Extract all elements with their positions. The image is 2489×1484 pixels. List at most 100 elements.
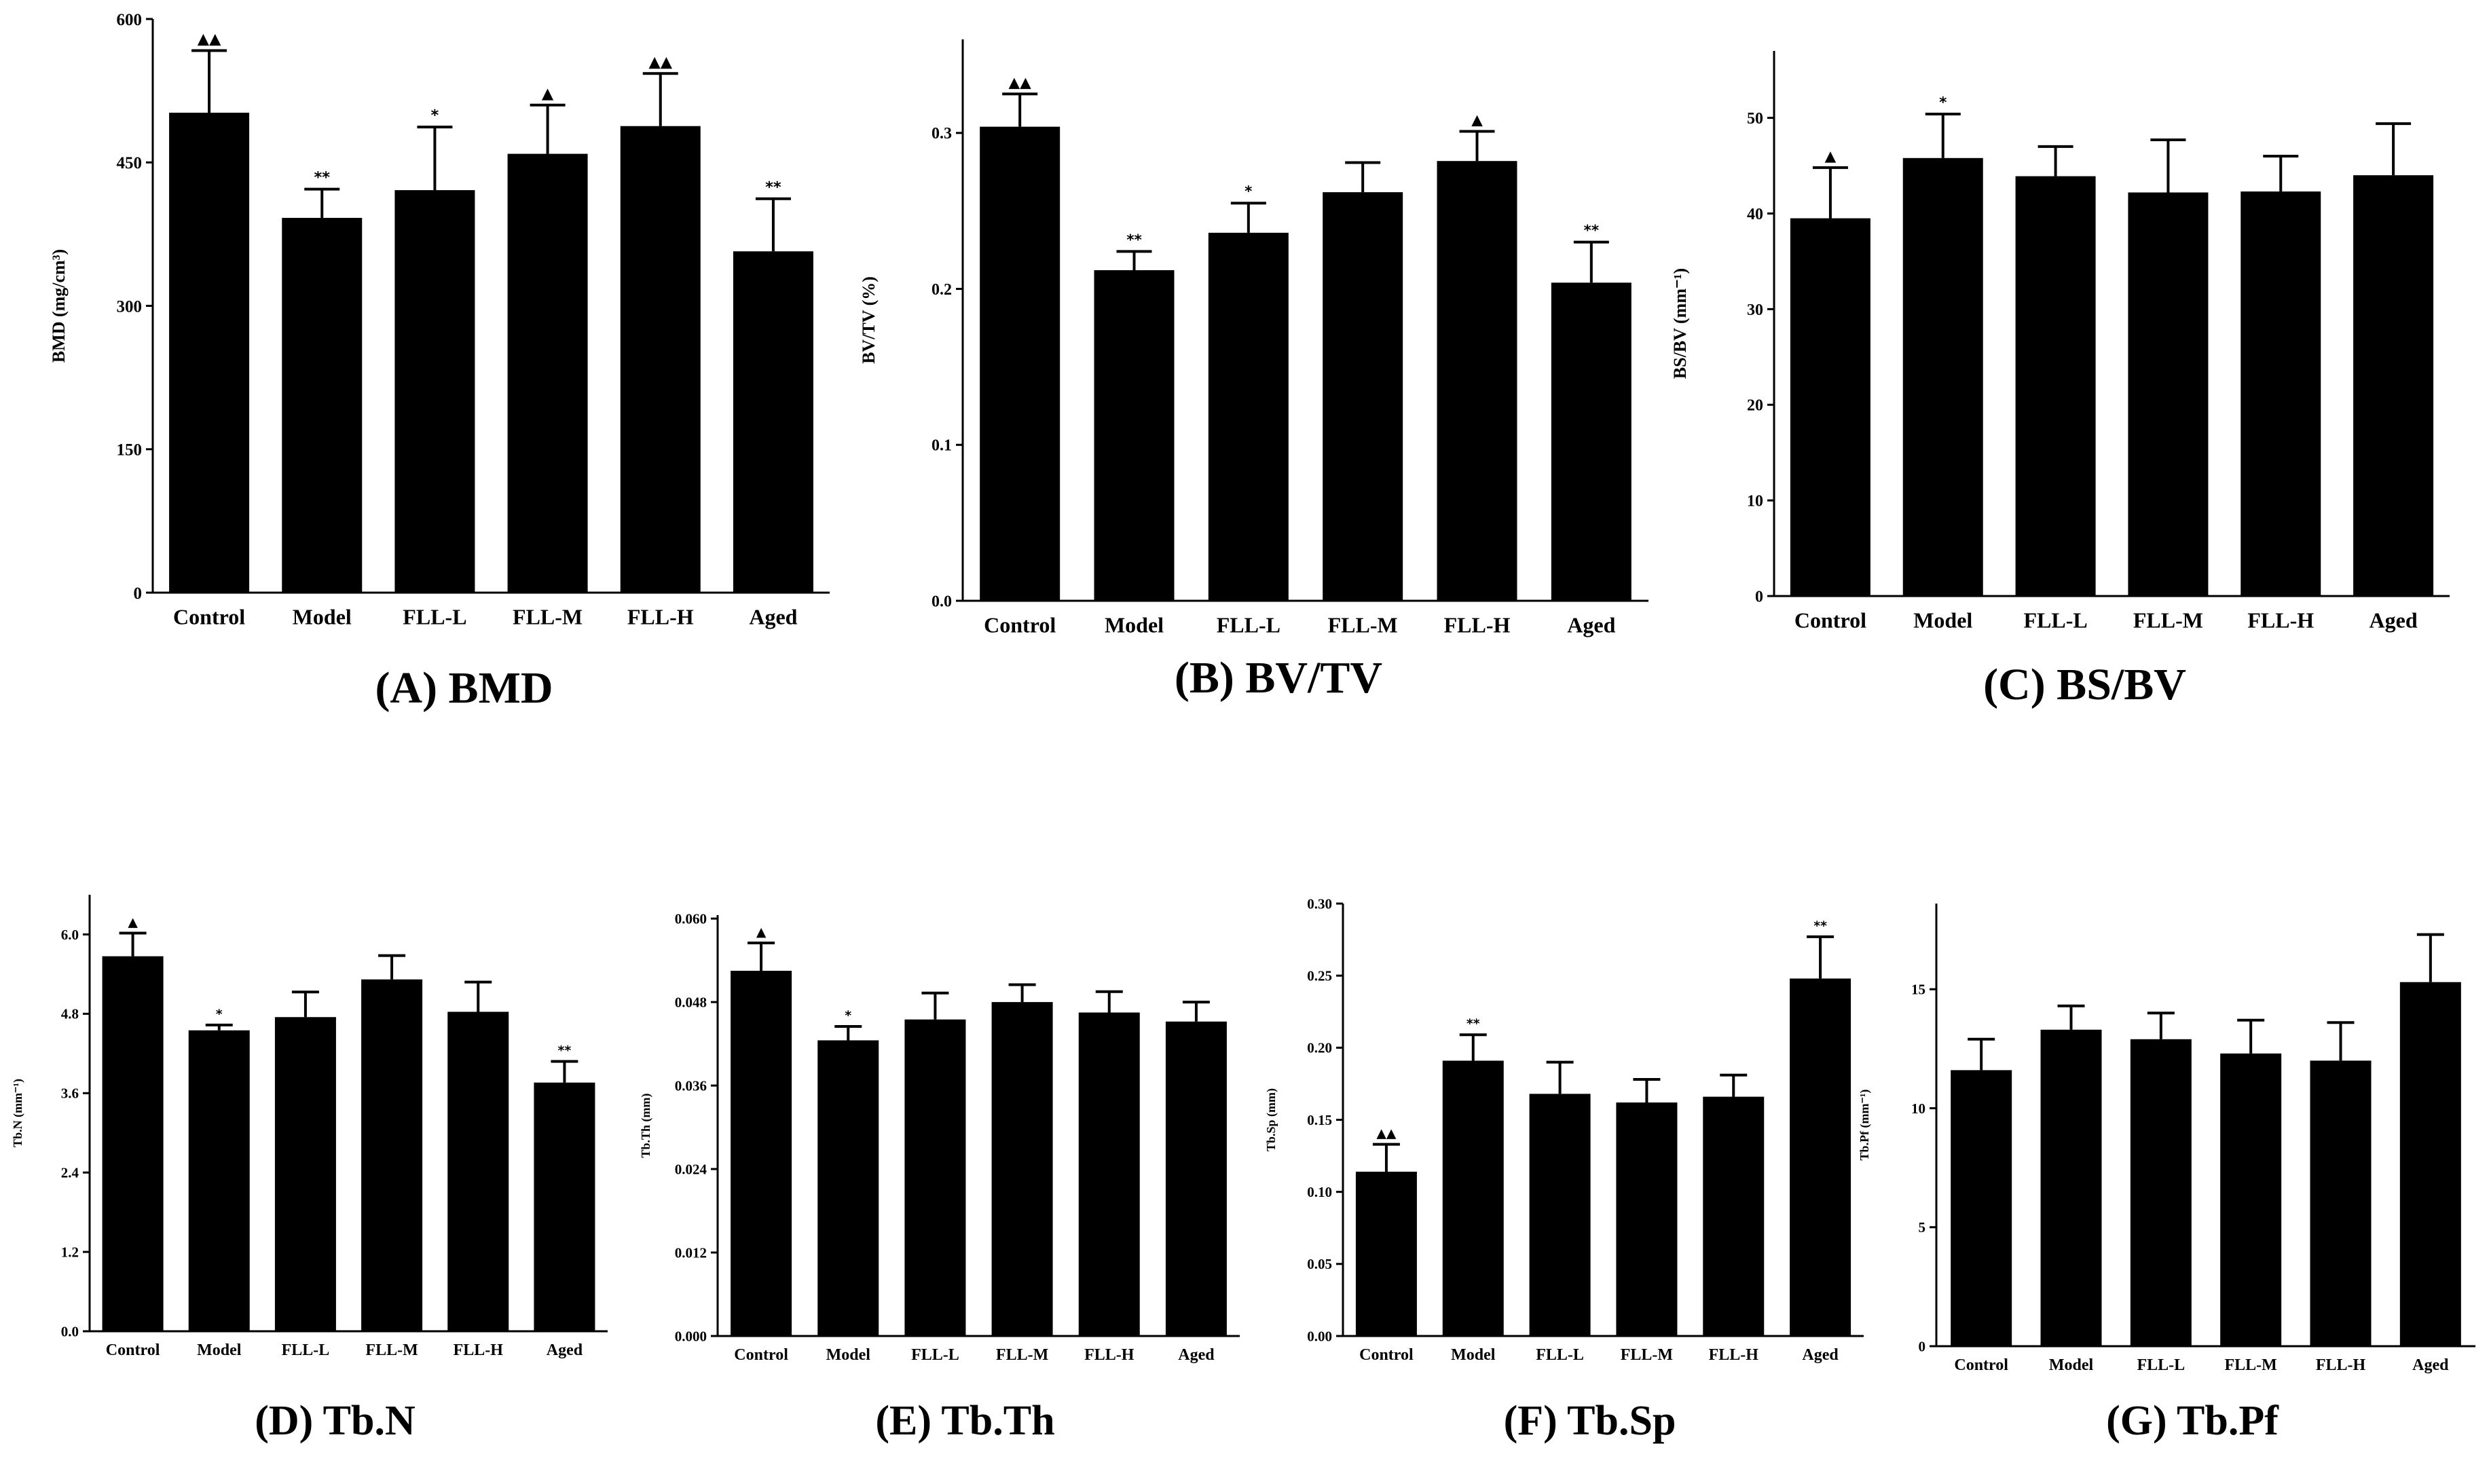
bar-fll-m	[507, 153, 588, 593]
y-tick-label: 450	[117, 154, 143, 172]
y-tick-label: 0.15	[1307, 1112, 1332, 1128]
x-tick-label: Aged	[2370, 608, 2418, 632]
x-tick-label: Model	[197, 1341, 242, 1359]
significance-marker: *	[845, 1008, 851, 1023]
bar-control	[980, 126, 1061, 601]
y-axis-label: BMD (mg/cm³)	[49, 249, 69, 363]
x-tick-label: FLL-L	[2137, 1356, 2185, 1374]
bar-fll-l	[2130, 1039, 2192, 1346]
bar-aged	[534, 1082, 595, 1331]
significance-marker: ▲▲	[648, 53, 672, 71]
chart-D: 0.0 1.2 2.4 3.6 4.8 6.0 Tb.N (mm⁻¹) ▲ Control * Mo…	[11, 895, 608, 1444]
chart-title: (F) Tb.Sp	[1504, 1398, 1676, 1444]
bar-fll-h	[1078, 1012, 1140, 1336]
x-tick-label: FLL-L	[911, 1346, 959, 1364]
y-tick-label: 0.25	[1307, 968, 1332, 984]
chart-title: (D) Tb.N	[255, 1398, 416, 1444]
x-tick-label: Control	[1794, 608, 1866, 632]
x-tick-label: FLL-M	[1328, 612, 1398, 637]
y-axis-label: Tb.Th (mm)	[639, 1093, 653, 1157]
bar-control	[1355, 1171, 1417, 1336]
x-tick-label: FLL-M	[996, 1346, 1048, 1364]
bar-model	[1442, 1060, 1504, 1336]
x-tick-label: FLL-M	[1621, 1346, 1673, 1364]
bar-fll-h	[2310, 1060, 2372, 1346]
x-tick-label: Control	[984, 612, 1056, 637]
bar-aged	[1790, 978, 1851, 1336]
y-tick-label: 20	[1747, 397, 1763, 415]
chart-C: 0 10 20 30 40 50 BS/BV (mm⁻¹) ▲ Control * Model FLL…	[1670, 51, 2450, 709]
y-tick-label: 0	[134, 585, 143, 603]
y-tick-label: 0.3	[932, 125, 952, 143]
significance-marker: *	[1939, 94, 1947, 111]
bar-fll-h	[2241, 191, 2321, 596]
bar-control	[1951, 1070, 2012, 1346]
x-tick-label: Control	[1954, 1356, 2008, 1374]
y-tick-label: 0.1	[932, 437, 952, 455]
significance-marker: **	[765, 179, 781, 196]
significance-marker: **	[1813, 919, 1827, 933]
bar-aged	[2353, 175, 2434, 596]
x-tick-label: FLL-M	[2133, 608, 2203, 632]
significance-marker: ▲▲	[198, 30, 221, 48]
bar-fll-l	[904, 1019, 966, 1336]
bar-model	[2040, 1029, 2102, 1346]
significance-marker: **	[1126, 231, 1142, 248]
bar-fll-h	[1437, 161, 1517, 601]
x-tick-label: Control	[734, 1346, 788, 1364]
significance-marker: ▲	[542, 85, 554, 103]
y-tick-label: 0.10	[1307, 1184, 1332, 1200]
chart-title: (G) Tb.Pf	[2106, 1398, 2279, 1444]
significance-marker: ▲	[1471, 112, 1483, 129]
y-tick-label: 150	[117, 441, 143, 460]
significance-marker: *	[216, 1007, 223, 1022]
bar-model	[1094, 270, 1175, 601]
bar-fll-l	[1208, 232, 1289, 601]
x-tick-label: Model	[2049, 1356, 2094, 1374]
chart-title: (B) BV/TV	[1175, 653, 1382, 703]
significance-marker: ▲▲	[1376, 1126, 1397, 1141]
x-tick-label: Aged	[547, 1341, 583, 1359]
y-axis-label: BS/BV (mm⁻¹)	[1670, 268, 1690, 379]
x-tick-label: FLL-L	[1217, 612, 1280, 637]
y-tick-label: 6.0	[61, 927, 79, 943]
y-tick-label: 0.000	[675, 1328, 707, 1344]
bar-control	[731, 970, 792, 1336]
bar-aged	[1551, 282, 1631, 601]
bar-fll-l	[274, 1017, 336, 1331]
x-tick-label: Model	[1913, 608, 1972, 632]
significance-marker: ▲▲	[1009, 74, 1032, 91]
y-tick-label: 15	[1911, 982, 1925, 998]
y-axis-label: BV/TV (%)	[859, 276, 879, 364]
y-tick-label: 0.05	[1307, 1256, 1332, 1272]
y-tick-label: 0.0	[932, 593, 952, 610]
bar-aged	[2399, 982, 2461, 1346]
x-tick-label: Aged	[1567, 612, 1615, 637]
significance-marker: **	[1584, 223, 1600, 240]
bar-model	[817, 1040, 879, 1336]
chart-E: 0.000 0.012 0.024 0.036 0.048 0.060 Tb.Th (mm)…	[639, 910, 1240, 1444]
chart-title: (A) BMD	[375, 663, 553, 713]
significance-marker: ▲	[1825, 148, 1837, 165]
x-tick-label: FLL-L	[2023, 608, 2087, 632]
chart-title: (E) Tb.Th	[875, 1398, 1054, 1444]
bar-fll-h	[447, 1012, 509, 1331]
bar-control	[1790, 218, 1870, 596]
bar-fll-m	[2128, 192, 2209, 596]
significance-marker: **	[558, 1043, 572, 1058]
y-tick-label: 300	[117, 297, 143, 316]
x-tick-label: FLL-H	[2247, 608, 2314, 632]
y-tick-label: 40	[1747, 206, 1763, 223]
x-tick-label: Model	[826, 1346, 871, 1364]
y-tick-label: 4.8	[61, 1006, 79, 1022]
y-tick-label: 10	[1747, 493, 1763, 511]
y-axis-label: Tb.Pf (mm⁻¹)	[1858, 1090, 1872, 1161]
x-tick-label: FLL-L	[403, 604, 466, 629]
y-tick-label: 1.2	[61, 1244, 79, 1260]
y-tick-label: 0.30	[1307, 895, 1332, 912]
bar-control	[102, 956, 164, 1331]
bar-model	[282, 217, 363, 593]
y-tick-label: 30	[1747, 301, 1763, 319]
bar-fll-l	[2015, 176, 2096, 596]
bar-model	[188, 1030, 250, 1331]
